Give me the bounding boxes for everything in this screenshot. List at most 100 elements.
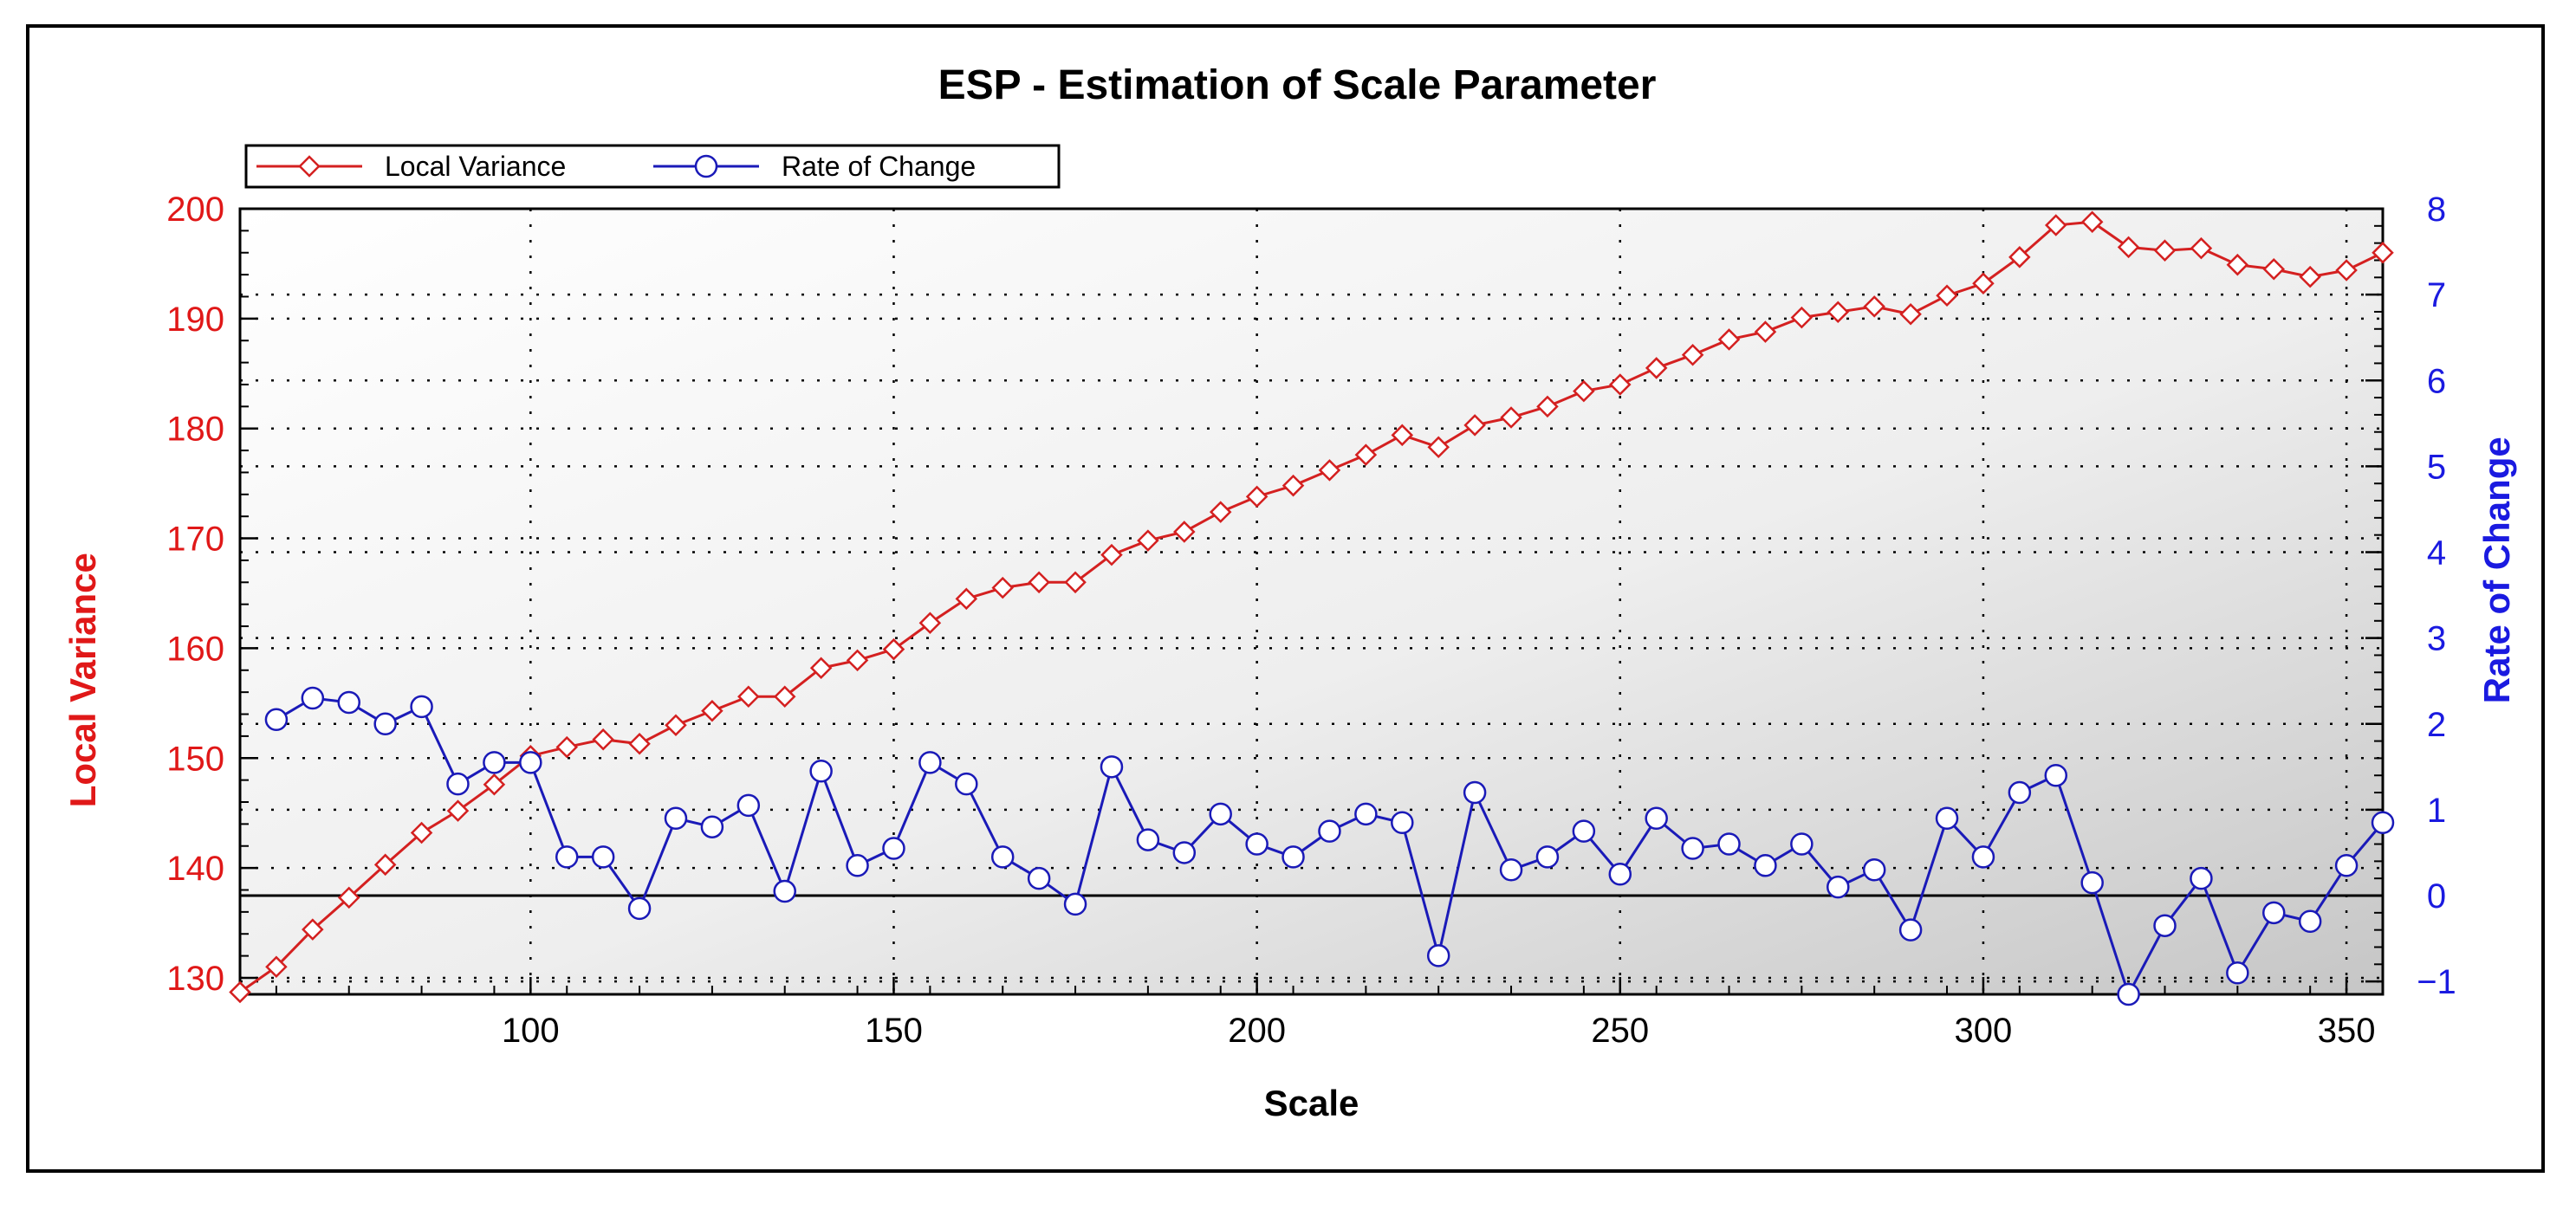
local-variance-point: [1391, 424, 1414, 447]
local-variance-point: [2190, 236, 2213, 260]
local-variance-point: [1609, 373, 1632, 396]
rate-of-change-point: [700, 815, 724, 838]
local-variance-point: [809, 657, 833, 680]
local-variance-point: [2335, 259, 2358, 281]
local-variance-point: [1354, 443, 1378, 466]
local-variance-point: [1573, 379, 1595, 403]
x-tick-label: 300: [1955, 1012, 2013, 1050]
rate-of-change-point: [773, 879, 796, 903]
local-variance-point: [555, 735, 579, 759]
y-left-tick-label: 140: [166, 850, 224, 888]
local-variance-point: [592, 728, 614, 751]
x-axis-title: Scale: [1264, 1083, 1359, 1123]
chart: ESP - Estimation of Scale Parameter 100 1…: [62, 62, 2517, 1123]
local-variance-point: [1936, 284, 1958, 307]
local-variance-point: [1754, 320, 1777, 343]
local-variance-point: [991, 576, 1014, 599]
legend-rate-of-change-label: Rate of Change: [782, 151, 976, 182]
rate-of-change-point: [301, 686, 325, 710]
local-variance-point: [2226, 253, 2249, 276]
local-variance-point: [1500, 406, 1522, 429]
chart-title: ESP - Estimation of Scale Parameter: [938, 62, 1657, 108]
local-variance-point: [302, 918, 324, 941]
rate-of-change-point: [373, 712, 397, 736]
plot-background: [240, 209, 2383, 994]
local-variance-point: [737, 685, 760, 708]
legend-local-variance-label: Local Variance: [385, 151, 566, 182]
legend: Local Variance Rate of Change: [244, 144, 1061, 189]
chart-frame: ESP - Estimation of Scale Parameter 100 1…: [26, 24, 2545, 1173]
local-variance-point: [1137, 529, 1159, 552]
rate-of-change-point: [627, 896, 652, 921]
x-tick-label: 200: [1228, 1012, 1286, 1050]
rate-of-change-point: [2190, 866, 2213, 890]
x-tick-label: 100: [502, 1012, 560, 1050]
rate-of-change-point: [1245, 832, 1269, 856]
y-left-tick-label: 160: [166, 630, 224, 668]
local-variance-point: [918, 611, 942, 635]
rate-of-change-point: [1318, 819, 1341, 843]
local-variance-point: [446, 799, 470, 822]
rate-of-change-point: [337, 690, 360, 715]
local-variance-point: [2080, 210, 2104, 233]
rate-of-change-point: [1898, 918, 1923, 941]
rate-of-change-point: [736, 793, 761, 818]
local-variance-point: [1209, 501, 1232, 523]
local-variance-point: [1681, 343, 1704, 366]
rate-of-change-point: [410, 695, 433, 719]
y-right-axis-title: Rate of Change: [2476, 437, 2517, 703]
local-variance-point: [1645, 357, 1668, 379]
rate-of-change-point: [2334, 854, 2359, 877]
rate-of-change-point: [1499, 858, 1523, 882]
local-variance-point: [337, 886, 360, 909]
local-variance-point: [1282, 474, 1305, 497]
rate-of-change-point: [1426, 944, 1450, 967]
local-variance-point: [1100, 543, 1123, 566]
plot-area: 100 150 200 250 300 3501301401501601701801902…: [62, 191, 2517, 1123]
rate-of-change-point: [2226, 961, 2249, 985]
rate-of-change-point: [519, 751, 542, 774]
y-right-tick-label: 3: [2427, 620, 2446, 658]
local-variance-point: [265, 955, 288, 979]
y-left-tick-label: 130: [166, 960, 224, 998]
y-left-tick-label: 170: [166, 521, 224, 559]
local-variance-point: [2299, 265, 2321, 288]
rate-of-change-point: [1535, 845, 1560, 869]
local-variance-point: [1173, 521, 1196, 543]
local-variance-point: [2117, 236, 2140, 259]
rate-of-change-point: [446, 772, 470, 796]
local-variance-point: [1863, 295, 1885, 318]
rate-of-change-point: [1827, 875, 1850, 899]
rate-of-change-point: [1027, 866, 1051, 890]
plot-frame: [238, 207, 2385, 996]
rate-of-change-point: [1572, 819, 1596, 843]
rate-of-change-point: [1063, 892, 1087, 916]
rate-of-change-point: [2371, 811, 2395, 834]
rate-of-change-point: [2298, 909, 2322, 933]
y-left-tick-label: 180: [166, 411, 224, 449]
rate-of-change-point: [1100, 755, 1124, 779]
local-variance-point: [2044, 214, 2067, 236]
local-variance-point: [2153, 239, 2177, 262]
local-variance-point: [1536, 395, 1559, 418]
y-left-axis-title: Local Variance: [62, 553, 103, 807]
y-right-tick-label: −1: [2417, 963, 2456, 1001]
legend-local-variance-marker: [298, 155, 321, 178]
rate-of-change-point: [1209, 802, 1232, 826]
rate-of-change-point: [809, 760, 833, 783]
local-variance-point: [701, 699, 723, 722]
rate-of-change-point: [2262, 901, 2286, 925]
local-variance-point: [1463, 414, 1486, 437]
rate-of-change-point: [1282, 845, 1305, 869]
rate-of-change-point: [1172, 841, 1197, 864]
local-variance-point: [1064, 571, 1087, 594]
rate-of-change-point: [1935, 806, 1959, 831]
rate-of-change-point: [591, 845, 615, 869]
rate-of-change-point: [846, 854, 869, 877]
local-variance-point: [2372, 241, 2394, 264]
y-right-tick-label: 4: [2427, 534, 2446, 573]
rate-of-change-point: [2080, 870, 2104, 895]
rate-of-change-point: [1754, 854, 1777, 877]
rate-of-change-point: [1608, 862, 1632, 886]
x-tick-label: 350: [2318, 1012, 2376, 1050]
